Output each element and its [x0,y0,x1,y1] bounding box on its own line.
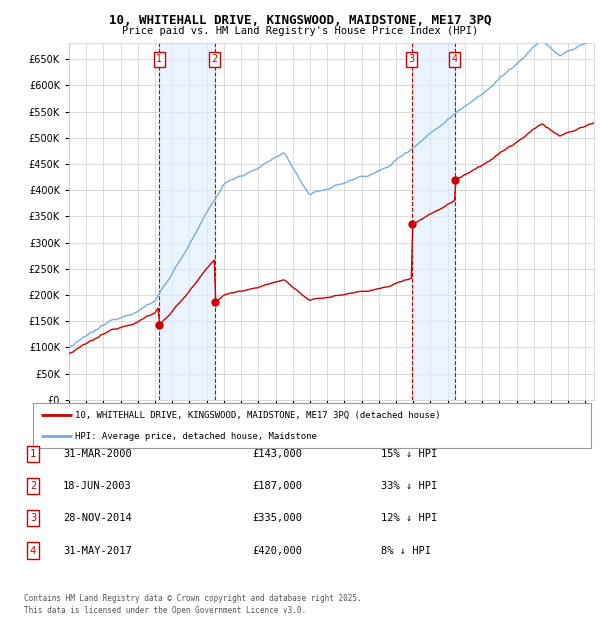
Text: £187,000: £187,000 [252,481,302,491]
Text: Contains HM Land Registry data © Crown copyright and database right 2025.: Contains HM Land Registry data © Crown c… [24,593,362,603]
Text: £335,000: £335,000 [252,513,302,523]
Text: 12% ↓ HPI: 12% ↓ HPI [381,513,437,523]
Text: 4: 4 [452,55,458,64]
Text: 4: 4 [30,546,36,556]
Text: £420,000: £420,000 [252,546,302,556]
Text: 31-MAR-2000: 31-MAR-2000 [63,449,132,459]
Text: Price paid vs. HM Land Registry's House Price Index (HPI): Price paid vs. HM Land Registry's House … [122,26,478,36]
Text: 2: 2 [30,481,36,491]
Text: 1: 1 [30,449,36,459]
Text: 33% ↓ HPI: 33% ↓ HPI [381,481,437,491]
Text: 3: 3 [409,55,415,64]
Text: 10, WHITEHALL DRIVE, KINGSWOOD, MAIDSTONE, ME17 3PQ: 10, WHITEHALL DRIVE, KINGSWOOD, MAIDSTON… [109,14,491,27]
Text: 28-NOV-2014: 28-NOV-2014 [63,513,132,523]
Text: 2: 2 [211,55,218,64]
Text: 1: 1 [157,55,163,64]
Text: 3: 3 [30,513,36,523]
Text: 10, WHITEHALL DRIVE, KINGSWOOD, MAIDSTONE, ME17 3PQ (detached house): 10, WHITEHALL DRIVE, KINGSWOOD, MAIDSTON… [75,411,440,420]
Text: This data is licensed under the Open Government Licence v3.0.: This data is licensed under the Open Gov… [24,606,306,615]
Text: £143,000: £143,000 [252,449,302,459]
Bar [412,43,455,400]
Text: 31-MAY-2017: 31-MAY-2017 [63,546,132,556]
Text: 8% ↓ HPI: 8% ↓ HPI [381,546,431,556]
Text: 18-JUN-2003: 18-JUN-2003 [63,481,132,491]
Text: HPI: Average price, detached house, Maidstone: HPI: Average price, detached house, Maid… [75,432,317,441]
Text: 15% ↓ HPI: 15% ↓ HPI [381,449,437,459]
Bar [160,43,215,400]
